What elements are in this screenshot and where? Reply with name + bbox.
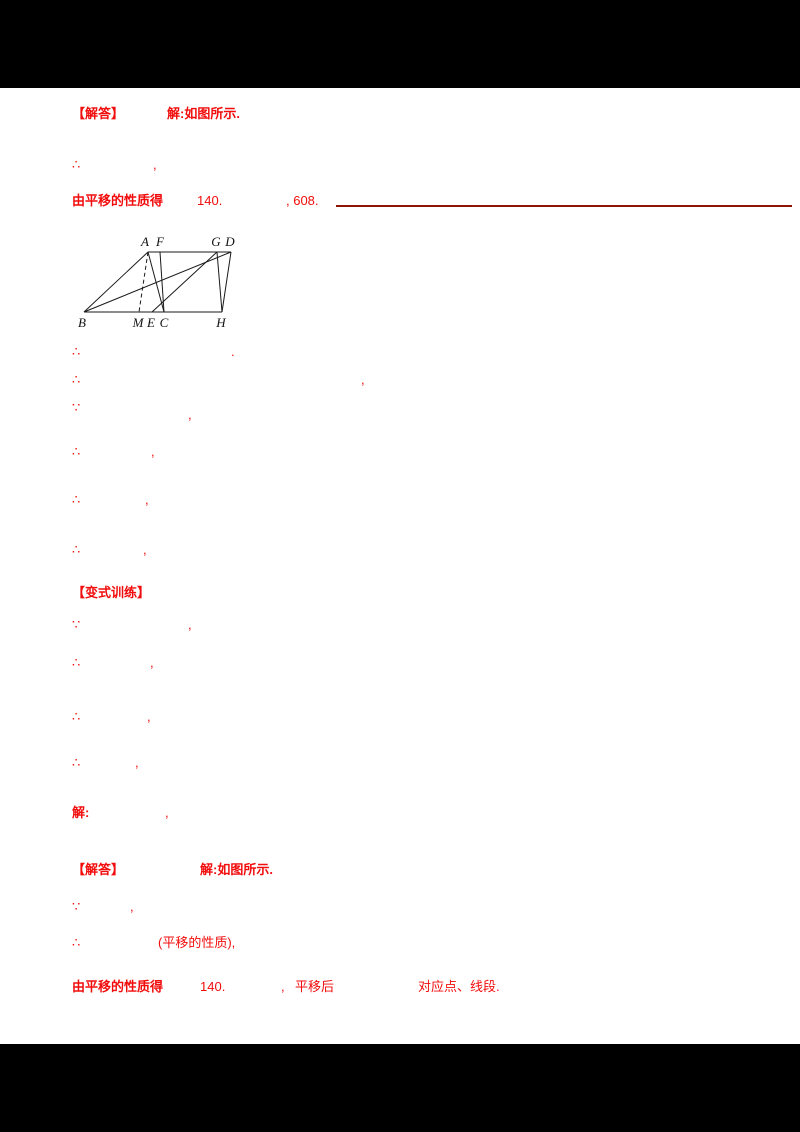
solution-intro: 解:如图所示.: [167, 106, 240, 121]
point-label-E: E: [146, 315, 155, 330]
point-label-C: C: [160, 315, 169, 330]
point-label-H: H: [215, 315, 226, 330]
comma: ,: [147, 709, 151, 724]
segment-BD: [83, 251, 232, 313]
section-header: 【变式训练】: [72, 585, 151, 600]
answer-fragment: 线段.: [470, 979, 500, 994]
point-label-B: B: [78, 315, 86, 330]
because-symbol: ∵: [72, 617, 81, 632]
period: .: [231, 344, 235, 359]
property-statement: 由平移的性质得: [72, 193, 164, 208]
therefore-symbol: ∴: [72, 157, 81, 172]
because-symbol: ∵: [72, 899, 81, 914]
geometry-figure: A F G D B M E C H: [65, 228, 247, 333]
red-rule: [336, 205, 792, 207]
comma: ,: [150, 655, 154, 670]
property-reference: (平移的性质),: [158, 935, 236, 950]
therefore-symbol: ∴: [72, 344, 81, 359]
comma: ,: [135, 755, 139, 770]
therefore-symbol: ∴: [72, 542, 81, 557]
comma: ,: [130, 899, 134, 914]
segment-GH: [216, 251, 223, 313]
document-page: 【解答】 解:如图所示. ∴ , 由平移的性质得 140. , 608. A F…: [0, 88, 800, 1044]
point-label-A: A: [140, 234, 149, 249]
solution-prefix: 解:: [72, 805, 90, 820]
answer-fragment: 对应点、: [418, 979, 471, 994]
point-label-G: G: [211, 234, 221, 249]
segment-AC: [147, 251, 165, 313]
comma: ,: [281, 979, 285, 994]
therefore-symbol: ∴: [72, 655, 81, 670]
property-statement: 由平移的性质得: [72, 979, 164, 994]
segment-BA: [83, 251, 149, 313]
number-value: , 608.: [286, 193, 319, 208]
comma: ,: [143, 542, 147, 557]
solution-header: 【解答】: [72, 862, 125, 877]
comma: ,: [145, 492, 149, 507]
therefore-symbol: ∴: [72, 935, 81, 950]
point-label-M: M: [132, 315, 145, 330]
point-label-D: D: [224, 234, 235, 249]
therefore-symbol: ∴: [72, 492, 81, 507]
point-label-F: F: [155, 234, 165, 249]
segment-EG: [151, 251, 218, 313]
therefore-symbol: ∴: [72, 709, 81, 724]
comma: ,: [188, 407, 192, 422]
solution-intro: 解:如图所示.: [200, 862, 273, 877]
solution-header: 【解答】: [72, 106, 125, 121]
therefore-symbol: ∴: [72, 444, 81, 459]
therefore-symbol: ∴: [72, 372, 81, 387]
answer-fragment: 平移后: [295, 979, 335, 994]
comma: ,: [188, 617, 192, 632]
segment-DH: [221, 251, 232, 313]
comma: ,: [153, 157, 157, 172]
comma: ,: [151, 444, 155, 459]
comma: ,: [361, 372, 365, 387]
comma: ,: [165, 805, 169, 820]
number-value: 140.: [200, 979, 226, 994]
number-value: 140.: [197, 193, 223, 208]
because-symbol: ∵: [72, 400, 81, 415]
therefore-symbol: ∴: [72, 755, 81, 770]
segment-AM-dashed: [138, 251, 149, 313]
